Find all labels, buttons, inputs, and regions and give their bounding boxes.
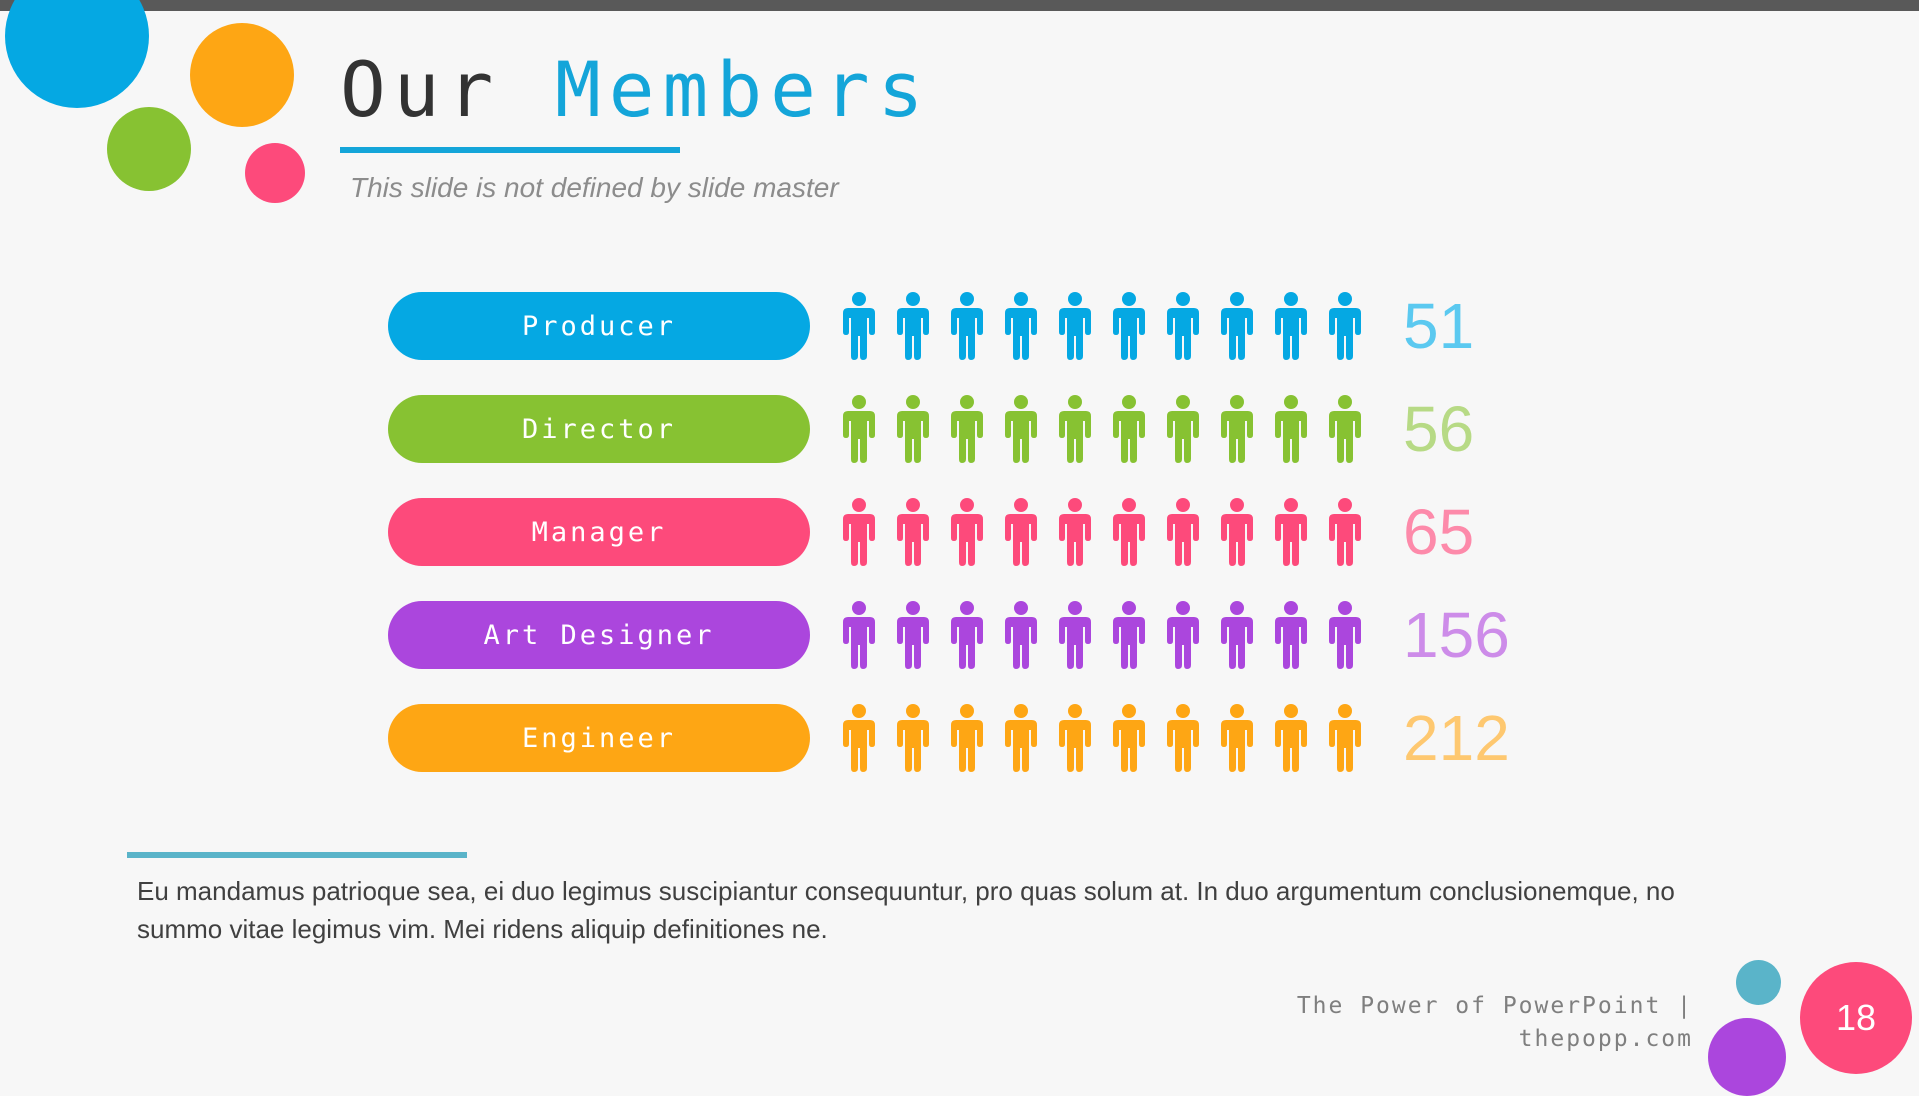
person-icon: [1059, 498, 1091, 566]
person-icon: [951, 498, 983, 566]
person-icon: [1221, 395, 1253, 463]
page-title: Our Members: [340, 52, 931, 128]
person-icon: [1221, 498, 1253, 566]
top-bar: [0, 0, 1919, 11]
title-word-our: Our: [340, 45, 502, 134]
person-icon: [843, 704, 875, 772]
person-icon: [1167, 395, 1199, 463]
role-pill-manager: Manager: [388, 498, 810, 566]
role-pill-producer: Producer: [388, 292, 810, 360]
decorative-circle-blue: [5, 0, 149, 108]
decorative-circle-purple: [1708, 1018, 1786, 1096]
person-icon: [843, 601, 875, 669]
person-icon: [1275, 395, 1307, 463]
person-icon: [1329, 292, 1361, 360]
decorative-circle-orange: [190, 23, 294, 127]
person-icon: [951, 292, 983, 360]
person-icon: [1221, 292, 1253, 360]
member-count-manager: 65: [1403, 496, 1475, 568]
role-pill-engineer: Engineer: [388, 704, 810, 772]
footer-tagline: The Power of PowerPoint |: [1296, 993, 1693, 1019]
person-icons-engineer: [838, 704, 1361, 772]
person-icon: [897, 498, 929, 566]
person-icon: [843, 395, 875, 463]
person-icon: [1221, 601, 1253, 669]
decorative-circle-teal: [1736, 960, 1781, 1005]
person-icon: [1005, 498, 1037, 566]
person-icon: [1005, 395, 1037, 463]
person-icon: [1221, 704, 1253, 772]
person-icon: [1329, 704, 1361, 772]
member-row-manager: Manager 65: [388, 498, 1548, 566]
person-icon: [951, 395, 983, 463]
subtitle: This slide is not defined by slide maste…: [350, 172, 839, 203]
person-icon: [1059, 292, 1091, 360]
member-row-director: Director 56: [388, 395, 1548, 463]
person-icons-producer: [838, 292, 1361, 360]
member-row-producer: Producer 51: [388, 292, 1548, 360]
person-icon: [1275, 498, 1307, 566]
person-icon: [1275, 292, 1307, 360]
person-icons-director: [838, 395, 1361, 463]
person-icon: [1005, 601, 1037, 669]
member-count-director: 56: [1403, 393, 1475, 465]
page-number: 18: [1800, 962, 1912, 1074]
person-icon: [897, 601, 929, 669]
person-icon: [1329, 498, 1361, 566]
member-count-producer: 51: [1403, 290, 1475, 362]
person-icon: [1167, 704, 1199, 772]
member-row-art-designer: Art Designer 156: [388, 601, 1548, 669]
person-icon: [1005, 704, 1037, 772]
person-icon: [1167, 292, 1199, 360]
person-icon: [1329, 601, 1361, 669]
member-count-engineer: 212: [1403, 702, 1510, 774]
person-icon: [1113, 292, 1145, 360]
person-icon: [1275, 601, 1307, 669]
title-underline: [340, 147, 680, 153]
decorative-circle-pink: [245, 143, 305, 203]
person-icon: [843, 292, 875, 360]
footer-url: thepopp.com: [1518, 1026, 1693, 1052]
title-word-members: Members: [555, 45, 932, 134]
person-icon: [1059, 395, 1091, 463]
person-icons-manager: [838, 498, 1361, 566]
person-icon: [897, 395, 929, 463]
role-pill-director: Director: [388, 395, 810, 463]
person-icon: [951, 601, 983, 669]
body-paragraph: Eu mandamus patrioque sea, ei duo legimu…: [137, 876, 1675, 944]
person-icon: [1113, 395, 1145, 463]
person-icon: [897, 704, 929, 772]
person-icon: [1167, 601, 1199, 669]
body-accent-line: [127, 852, 467, 858]
person-icon: [1005, 292, 1037, 360]
person-icon: [1113, 498, 1145, 566]
person-icon: [951, 704, 983, 772]
person-icon: [1059, 601, 1091, 669]
member-row-engineer: Engineer 212: [388, 704, 1548, 772]
role-pill-art-designer: Art Designer: [388, 601, 810, 669]
person-icons-art-designer: [838, 601, 1361, 669]
person-icon: [1113, 601, 1145, 669]
person-icon: [1167, 498, 1199, 566]
person-icon: [1059, 704, 1091, 772]
person-icon: [1275, 704, 1307, 772]
member-count-art-designer: 156: [1403, 599, 1510, 671]
person-icon: [1329, 395, 1361, 463]
footer: The Power of PowerPoint | thepopp.com: [1297, 990, 1693, 1056]
person-icon: [843, 498, 875, 566]
person-icon: [897, 292, 929, 360]
decorative-circle-green: [107, 107, 191, 191]
person-icon: [1113, 704, 1145, 772]
